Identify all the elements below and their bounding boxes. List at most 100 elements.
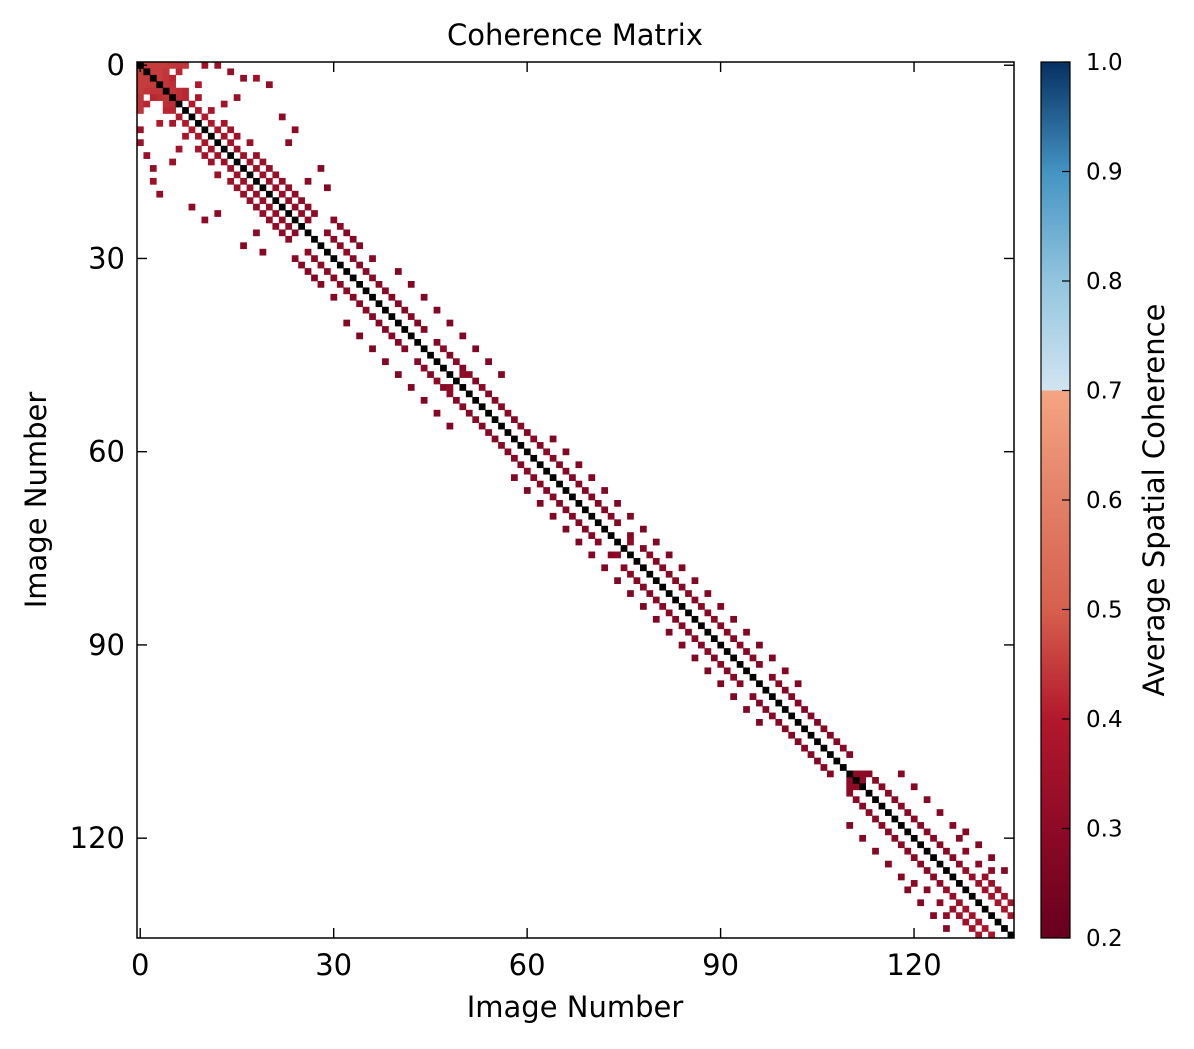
colorbar-tick-label: 0.2 (1086, 926, 1123, 952)
heatmap-cell (285, 139, 293, 147)
heatmap-cell (569, 512, 576, 520)
heatmap-cell (756, 661, 763, 668)
heatmap-cell (291, 203, 299, 211)
heatmap-cell (691, 635, 699, 642)
heatmap-cell (743, 648, 750, 655)
diagonal-cell (614, 538, 621, 546)
heatmap-cell (859, 834, 866, 842)
diagonal-cell (536, 461, 544, 469)
heatmap-cell (233, 184, 241, 192)
y-tick-label: 30 (88, 241, 125, 275)
heatmap-cell (195, 132, 202, 140)
heatmap-cell (975, 860, 983, 868)
heatmap-cell (169, 62, 176, 69)
heatmap-cell (762, 706, 770, 713)
heatmap-cell (246, 139, 254, 147)
heatmap-cell (311, 210, 318, 217)
heatmap-cell (240, 242, 247, 250)
heatmap-cell (659, 603, 667, 610)
diagonal-cell (562, 487, 570, 494)
heatmap-cell (298, 210, 305, 217)
heatmap-cell (401, 306, 409, 314)
diagonal-cell (240, 165, 247, 172)
diagonal-cell (820, 744, 828, 752)
diagonal-cell (207, 132, 215, 140)
heatmap-cell (1001, 867, 1008, 874)
heatmap-cell (672, 615, 679, 623)
heatmap-cell (285, 197, 293, 204)
diagonal-cell (633, 557, 641, 565)
heatmap-cell (446, 351, 454, 359)
heatmap-cell (556, 461, 563, 469)
heatmap-cell (833, 738, 841, 746)
heatmap-cell (781, 686, 789, 694)
diagonal-cell (781, 706, 789, 713)
heatmap-cell (207, 107, 215, 114)
heatmap-cell (846, 751, 854, 758)
heatmap-cell (272, 223, 280, 230)
diagonal-cell (278, 203, 286, 211)
heatmap-cell (291, 229, 299, 237)
heatmap-cell (259, 197, 267, 204)
heatmap-cell (182, 132, 189, 140)
heatmap-cell (253, 190, 260, 198)
heatmap-cell (143, 81, 151, 89)
diagonal-cell (801, 725, 808, 733)
heatmap-cell (265, 216, 273, 224)
heatmap-cell (356, 300, 363, 308)
heatmap-cell (298, 261, 305, 269)
heatmap-cell (936, 809, 944, 816)
heatmap-cell (227, 139, 235, 147)
diagonal-cell (968, 892, 976, 900)
diagonal-cell (433, 358, 441, 366)
heatmap-cell (943, 912, 950, 919)
heatmap-cell (472, 345, 480, 353)
heatmap-cell (955, 860, 963, 868)
heatmap-cell (930, 912, 937, 919)
heatmap-cell (137, 126, 144, 134)
heatmap-cell (704, 648, 712, 655)
heatmap-cell (356, 332, 363, 340)
heatmap-cell (775, 719, 783, 726)
diagonal-cell (581, 506, 589, 514)
diagonal-cell (375, 300, 383, 308)
heatmap-cell (253, 203, 260, 211)
diagonal-cell (749, 673, 757, 681)
diagonal-cell (768, 693, 776, 700)
heatmap-cell (207, 119, 215, 127)
heatmap-cell (581, 525, 589, 533)
heatmap-cell (175, 68, 183, 76)
heatmap-cell (162, 100, 170, 108)
heatmap-cell (233, 145, 241, 153)
heatmap-cell (562, 467, 570, 475)
heatmap-cell (536, 480, 544, 488)
heatmap-cell (369, 313, 376, 320)
heatmap-cell (162, 94, 170, 101)
heatmap-cell (291, 126, 299, 134)
heatmap-cell (607, 512, 615, 520)
heatmap-cell (317, 261, 325, 269)
heatmap-cell (923, 886, 931, 894)
heatmap-cell (846, 776, 854, 784)
heatmap-cell (730, 673, 738, 681)
diagonal-cell (227, 152, 235, 159)
diagonal-cell (201, 126, 209, 134)
heatmap-cell (872, 847, 879, 855)
heatmap-cell (943, 847, 950, 855)
heatmap-cell (137, 139, 144, 147)
heatmap-cell (943, 886, 950, 894)
diagonal-cell (330, 255, 338, 262)
heatmap-cell (201, 152, 209, 159)
heatmap-cell (988, 867, 995, 874)
heatmap-cell (195, 107, 202, 114)
diagonal-cell (710, 635, 718, 642)
heatmap-cell (188, 126, 196, 134)
heatmap-cell (459, 371, 467, 378)
x-tick-label: 120 (886, 948, 941, 982)
heatmap-cell (220, 158, 228, 166)
heatmap-cell (955, 912, 963, 919)
heatmap-cell (304, 248, 312, 256)
heatmap-cell (549, 435, 557, 443)
diagonal-cell (865, 789, 873, 797)
